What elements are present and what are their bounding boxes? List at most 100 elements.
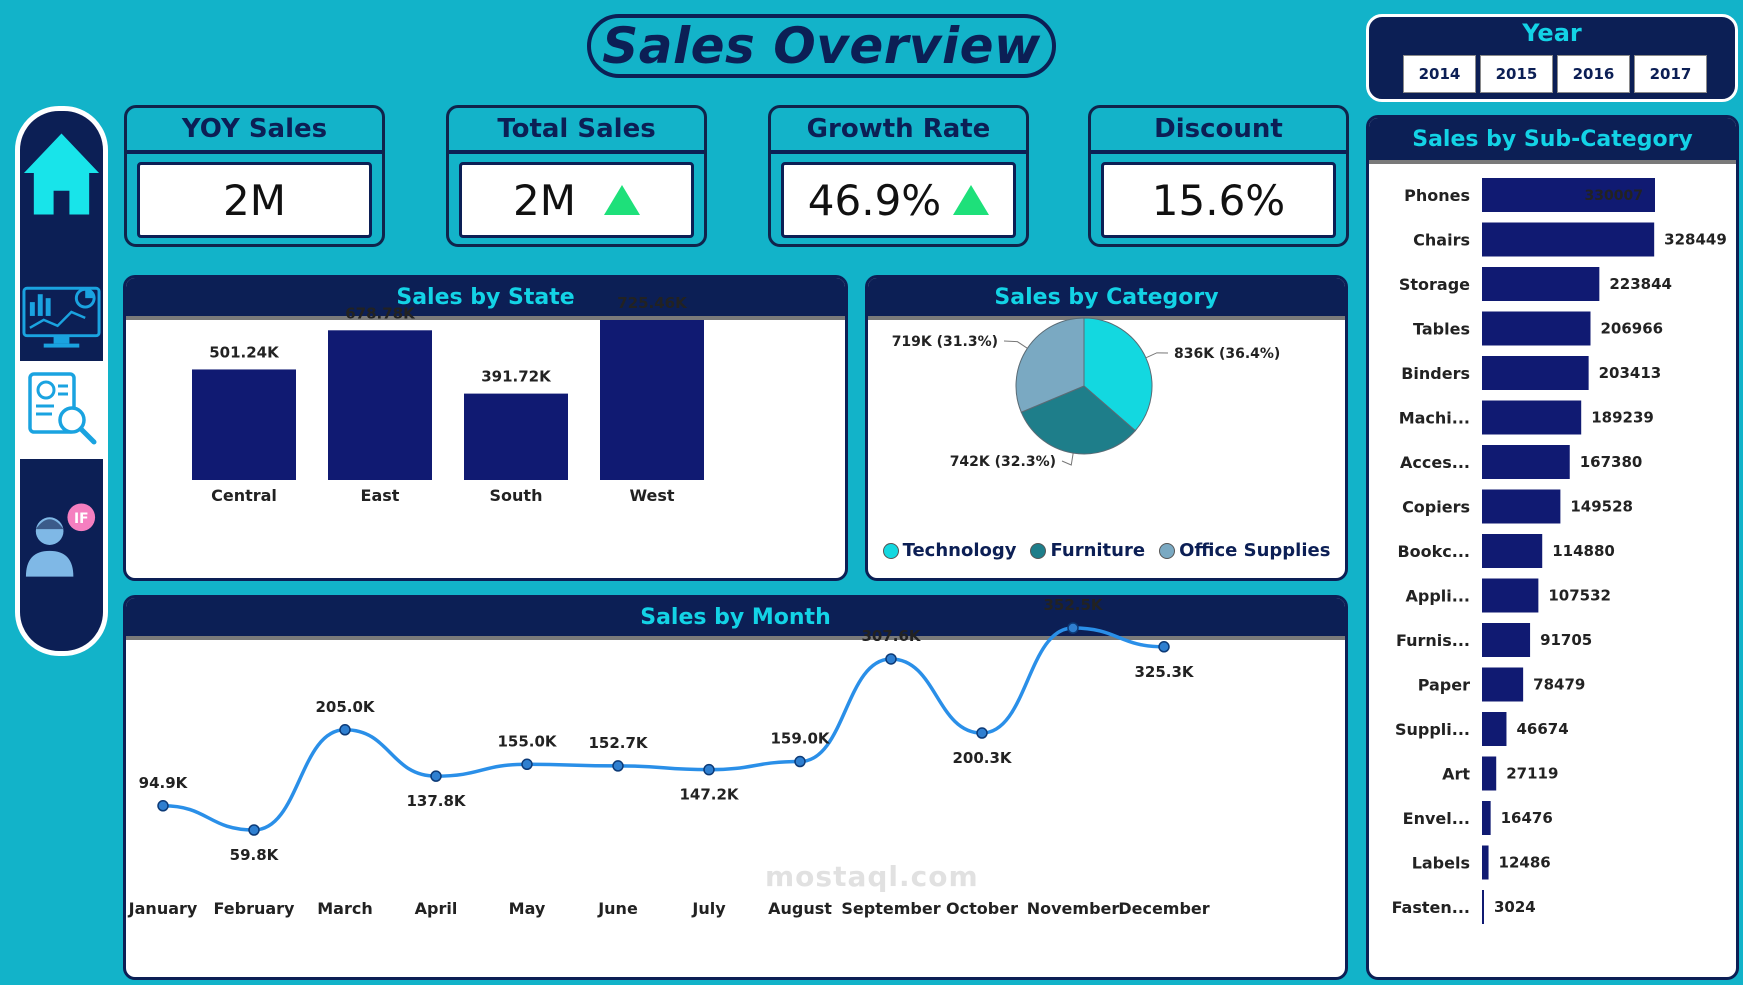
subcategory-bar [1482,578,1539,613]
sales-by-subcategory-title: Sales by Sub-Category [1369,118,1736,164]
subcategory-bar [1482,267,1600,301]
state-category-label: East [361,486,400,505]
subcategory-bar [1482,400,1582,435]
sales-by-month-title: Sales by Month [126,598,1345,640]
dashboard-title: Sales Overview [587,14,1056,78]
year-2016-button[interactable]: 2016 [1557,55,1630,93]
month-category-label: February [214,899,296,918]
subcategory-label: Copiers [1402,498,1470,517]
nav-analytics[interactable] [20,257,103,365]
subcategory-bar [1482,801,1491,835]
subcategory-value-label: 149528 [1570,498,1633,516]
kpi-discount-label: Discount [1091,108,1346,154]
legend-item-office-supplies[interactable]: Office Supplies [1159,540,1330,561]
year-2015-button[interactable]: 2015 [1480,55,1553,93]
state-bar [328,330,432,480]
subcategory-value-label: 330007 [1585,188,1643,204]
pie-slice [1015,317,1085,413]
month-value-label: 147.2K [679,786,739,804]
month-point [1158,641,1170,653]
month-value-label: 307.6K [861,627,921,645]
nav-home[interactable] [20,123,103,225]
kpi-growth-label: Growth Rate [771,108,1026,154]
state-value-label: 725.46K [617,294,688,312]
legend-item-furniture[interactable]: Furniture [1030,540,1145,561]
subcategory-bar [1482,756,1497,791]
nav-report[interactable] [20,361,103,459]
subcategory-value-label: 16476 [1501,809,1553,827]
user-profile-icon: IF [25,503,96,577]
state-category-label: Central [211,486,277,505]
subcategory-label: Paper [1418,676,1470,695]
legend-dot-icon [1030,542,1047,559]
sales-by-category-title: Sales by Category [868,278,1345,320]
state-value-label: 678.78K [345,304,416,322]
month-value-label: 159.0K [770,730,830,748]
subcategory-bar [1482,489,1561,524]
category-legend: Technology Furniture Office Supplies [868,540,1345,561]
year-2014-button[interactable]: 2014 [1403,55,1476,93]
subcategory-label: Furnis... [1396,631,1470,650]
subcategory-label: Tables [1413,320,1470,339]
month-point [976,727,988,739]
month-value-label: 205.0K [315,698,375,716]
kpi-total-label: Total Sales [449,108,704,154]
sales-by-state-title: Sales by State [126,278,845,320]
sales-by-subcategory-panel: Sales by Sub-Category Phones 330007 Chairs… [1366,115,1739,980]
kpi-yoy-sales: YOY Sales 2M [124,105,385,247]
state-value-label: 391.72K [481,368,552,386]
subcategory-label: Phones [1404,186,1470,205]
month-line [162,626,1165,832]
year-slicer: Year 2014 2015 2016 2017 [1366,14,1738,102]
sales-by-category-chart: 836K (36.4%) 742K (32.3%) 719K (31.3%) [892,317,1280,470]
kpi-growth-rate: Growth Rate 46.9% [768,105,1029,247]
state-bar [464,393,568,480]
pie-leader-line [1145,352,1169,359]
month-point [794,755,806,768]
kpi-growth-value: 46.9% [807,175,942,225]
month-point [885,653,897,665]
side-navigation: IF [15,106,108,656]
month-point [430,770,442,782]
state-bar [192,369,296,480]
kpi-total-value-box: 2M [459,162,694,238]
month-value-label: 200.3K [952,749,1012,767]
month-value-label: 352.5K [1043,598,1103,614]
nav-profile[interactable]: IF [20,491,103,591]
month-point [339,724,351,736]
subcategory-label: Fasten... [1392,898,1470,917]
kpi-yoy-value-box: 2M [137,162,372,238]
state-value-label: 501.24K [209,343,280,361]
subcategory-bar [1482,222,1655,257]
kpi-total-value: 2M [513,175,576,225]
pie-value-label: 742K (32.3%) [950,454,1056,470]
month-point [521,758,533,771]
subcategory-label: Chairs [1413,231,1470,250]
month-point [157,800,169,812]
watermark: mostaql.com [765,860,979,893]
sales-by-month-panel: Sales by Month 94.9K January 59.8K February… [123,595,1348,980]
home-icon [23,133,100,215]
subcategory-value-label: 12486 [1499,854,1551,872]
year-2017-button[interactable]: 2017 [1634,55,1707,93]
month-value-label: 137.8K [406,792,466,810]
month-category-label: July [691,899,726,918]
legend-dot-icon [1159,542,1176,559]
kpi-growth-value-box: 46.9% [781,162,1016,238]
legend-item-technology[interactable]: Technology [882,540,1016,561]
subcategory-value-label: 78479 [1533,676,1585,694]
subcategory-bar [1482,445,1570,479]
subcategory-value-label: 203413 [1599,364,1662,382]
month-category-label: January [128,899,198,918]
subcategory-label: Acces... [1400,453,1470,472]
subcategory-bar [1482,845,1489,880]
subcategory-label: Labels [1412,854,1470,873]
pie-leader-line [1061,453,1074,466]
month-category-label: October [946,899,1018,918]
kpi-discount-value-box: 15.6% [1101,162,1336,238]
subcategory-bar [1482,667,1524,702]
subcategory-value-label: 3024 [1494,898,1536,916]
up-arrow-icon [953,185,990,215]
sales-by-month-chart: 94.9K January 59.8K February 205.0K March 137.… [128,598,1210,918]
page-title: Sales Overview [602,17,1041,75]
